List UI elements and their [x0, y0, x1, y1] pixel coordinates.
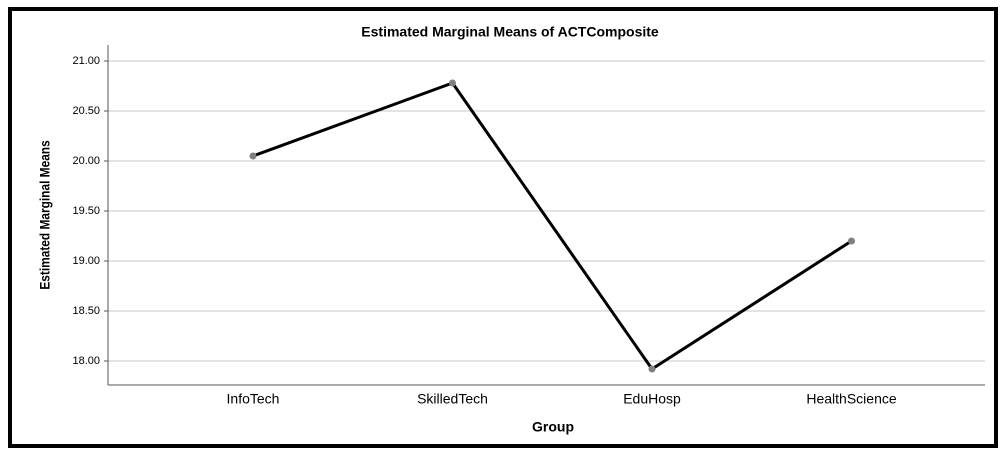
chart-title: Estimated Marginal Means of ACTComposite — [361, 24, 659, 40]
y-tick-label: 21.00 — [72, 55, 100, 67]
line — [252, 81, 853, 371]
y-tick-label: 18.00 — [72, 355, 100, 367]
frame — [8, 7, 998, 448]
y-tick-label: 20.00 — [72, 155, 100, 167]
y-tick-label: 20.50 — [72, 105, 100, 117]
y-tick-label: 19.50 — [72, 205, 100, 217]
x-tick-label: InfoTech — [227, 391, 280, 407]
y-tick-label: 19.00 — [72, 255, 100, 267]
marker — [848, 237, 855, 245]
marker — [449, 79, 456, 87]
y-tick-label: 18.50 — [72, 305, 100, 317]
marker — [249, 152, 257, 160]
marker — [648, 365, 656, 373]
x-tick-label: HealthScience — [806, 391, 896, 407]
x-axis-label: Group — [532, 419, 574, 435]
x-tick-label: EduHosp — [623, 391, 681, 407]
y-axis-label: Estimated Marginal Means — [37, 140, 53, 289]
x-tick-label: SkilledTech — [417, 391, 488, 407]
